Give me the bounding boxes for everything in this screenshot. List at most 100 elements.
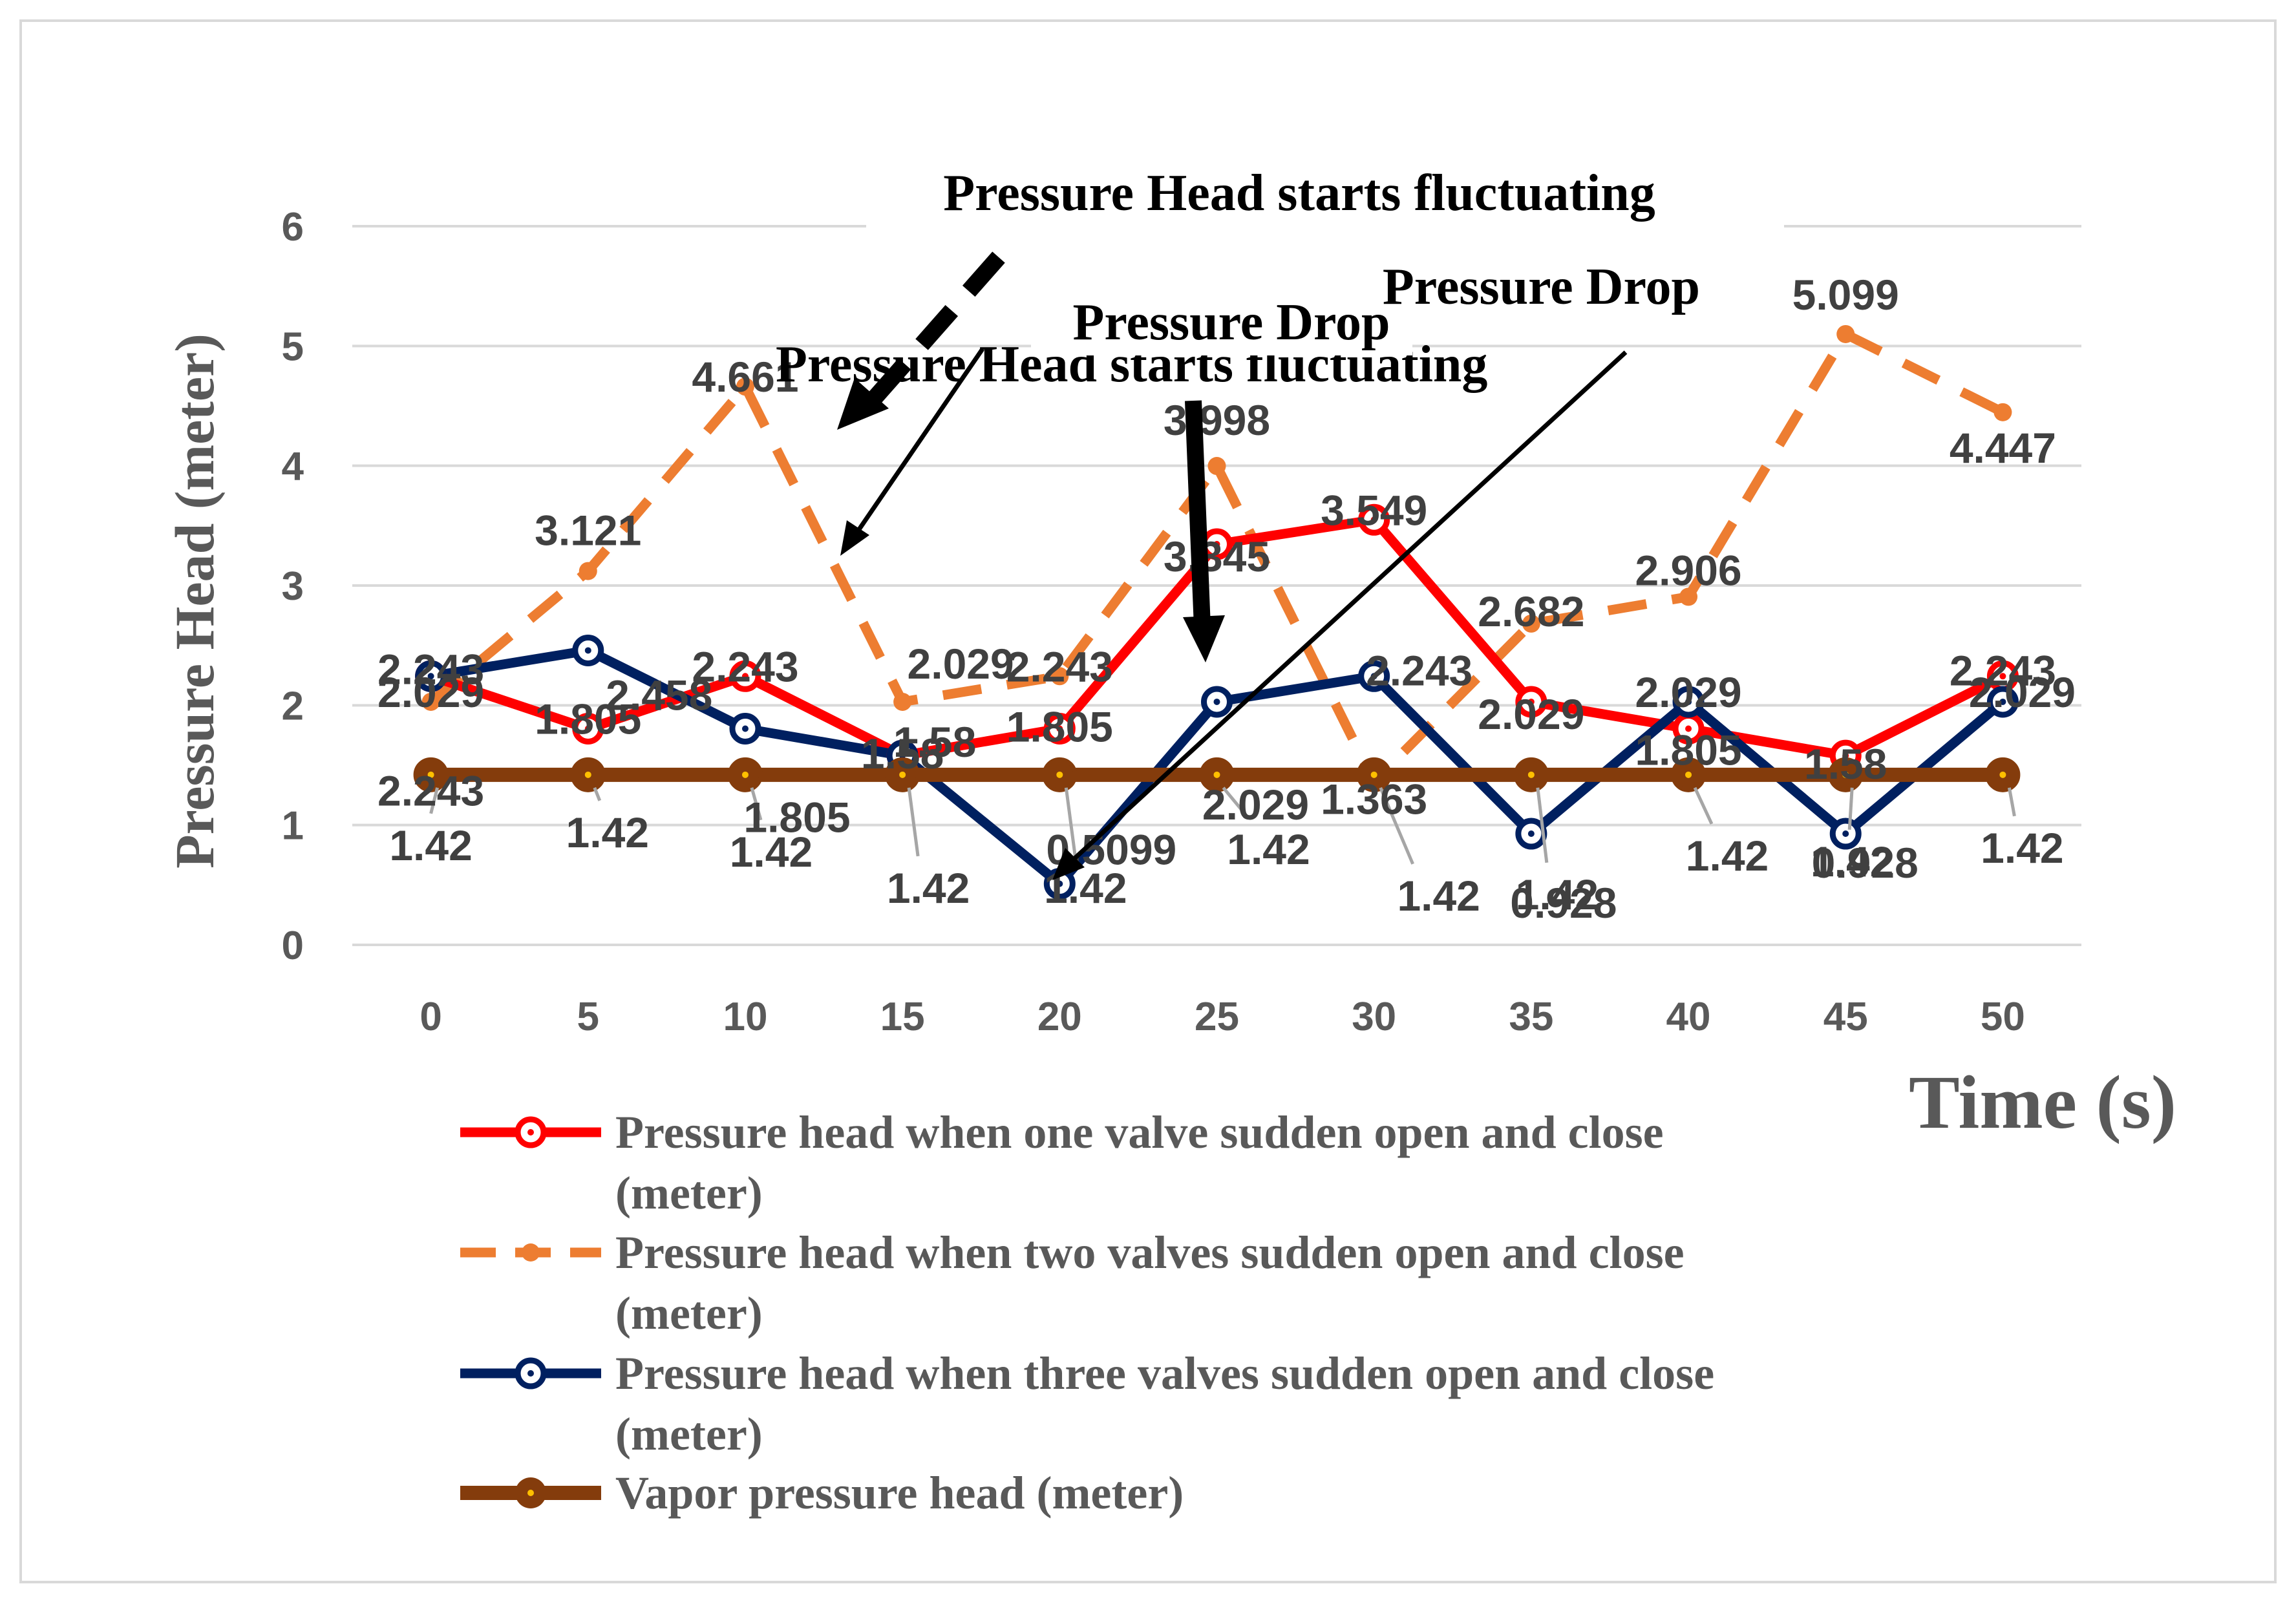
y-tick-label: 1 xyxy=(282,804,304,849)
legend-swatch-marker-center xyxy=(527,1490,534,1496)
data-label-series-2: 1.363 xyxy=(1321,775,1427,823)
data-label-series-4: 1.42 xyxy=(1981,824,2063,872)
arrow-long-drop-head xyxy=(1052,848,1085,880)
y-tick-label: 6 xyxy=(282,205,304,249)
series-3-point-center xyxy=(1999,698,2006,705)
data-label-series-3: 2.029 xyxy=(1202,781,1309,829)
series-3-point-center xyxy=(741,725,749,732)
series-2-point xyxy=(1207,457,1226,476)
data-label-series-1: 1.58 xyxy=(861,730,944,777)
annotation-box-top xyxy=(866,160,1784,231)
legend-label: Pressure head when three valves sudden o… xyxy=(615,1347,1714,1399)
series-1-point-center xyxy=(1999,673,2006,680)
arrow-dashed-head xyxy=(837,378,889,430)
chart-frame xyxy=(19,19,2277,1583)
x-tick-label: 50 xyxy=(1981,995,2025,1039)
vapor-point-center xyxy=(1056,771,1063,778)
vapor-label-leader xyxy=(593,787,602,801)
x-tick-label: 15 xyxy=(880,995,925,1039)
arrow-thick-drop xyxy=(1185,400,1211,628)
vapor-label-leader xyxy=(1693,787,1714,825)
data-label-series-3: 2.029 xyxy=(1969,668,2076,716)
leader-lines xyxy=(429,787,2016,865)
data-label-series-3: 1.805 xyxy=(743,793,850,841)
x-tick-labels: 0 5 10 15 20 25 30 35 40 45 50 xyxy=(420,995,2025,1039)
data-label-series-4: 1.42 xyxy=(1227,825,1310,873)
data-label-series-4: 1.42 xyxy=(1516,871,1599,918)
vapor-label-leader xyxy=(907,787,920,857)
data-label-series-1: 3.345 xyxy=(1164,533,1270,580)
data-label-series-3: 2.243 xyxy=(377,766,484,814)
legend-label-cont: (meter) xyxy=(615,1287,763,1339)
annotation-pressure-drop-right: Pressure Drop xyxy=(1383,259,1700,315)
legend-label-cont: (meter) xyxy=(615,1167,763,1219)
vapor-label-leader xyxy=(750,787,763,821)
legend-label-cont: (meter) xyxy=(615,1408,763,1460)
series-3-point-center xyxy=(1213,698,1220,705)
y-tick-label: 3 xyxy=(282,564,304,609)
legend-label: Pressure head when two valves sudden ope… xyxy=(615,1227,1685,1278)
data-label-series-4: 1.42 xyxy=(1811,838,1893,885)
data-label-series-3: 1.58 xyxy=(893,718,976,766)
x-tick-label: 20 xyxy=(1037,995,1082,1039)
y-tick-label: 2 xyxy=(282,684,304,728)
legend-item-4: Vapor pressure head (meter) xyxy=(460,1467,1184,1519)
series-1-point-center xyxy=(584,725,591,732)
vapor-label-leader xyxy=(1536,787,1549,863)
series-3-point-center xyxy=(899,752,906,759)
data-label-series-2: 2.906 xyxy=(1635,546,1741,594)
series-3-point-center xyxy=(1842,830,1849,838)
series-3-point-center xyxy=(584,647,591,654)
x-tick-label: 30 xyxy=(1352,995,1396,1039)
legend-swatch-marker-center xyxy=(527,1370,534,1377)
legend-label: Pressure head when one valve sudden open… xyxy=(615,1106,1664,1158)
x-tick-label: 40 xyxy=(1666,995,1711,1039)
series-1-point-center xyxy=(1213,541,1220,548)
vapor-label-leader xyxy=(1222,787,1249,819)
data-label-series-1: 2.243 xyxy=(377,645,484,693)
data-label-series-1: 1.805 xyxy=(1635,726,1741,774)
series-2-point xyxy=(1836,324,1855,343)
y-axis-title: Pressure Head (meter) xyxy=(164,333,226,869)
data-label-series-1: 2.029 xyxy=(1478,690,1584,738)
series-2-point xyxy=(1522,614,1540,633)
x-tick-label: 35 xyxy=(1509,995,1553,1039)
x-tick-label: 5 xyxy=(577,995,599,1039)
marker-layer xyxy=(413,324,2021,900)
series-3-point-center xyxy=(1056,880,1063,887)
y-tick-label: 5 xyxy=(282,324,304,369)
series-3-point-center xyxy=(427,673,434,680)
legend-item-2: Pressure head when two valves sudden ope… xyxy=(460,1227,1685,1339)
annotation-pressure-drop-top: Pressure Drop xyxy=(1072,294,1390,351)
data-label-series-1: 1.805 xyxy=(535,695,641,743)
vapor-point-center xyxy=(1999,771,2006,778)
data-label-series-1: 1.58 xyxy=(1804,740,1887,788)
data-labels: 2.2431.8052.2431.581.8053.3453.5492.0291… xyxy=(377,271,2076,927)
vapor-label-leader xyxy=(429,787,440,814)
vapor-point-center xyxy=(1685,771,1692,778)
series-2-point xyxy=(1050,667,1069,686)
vapor-point-center xyxy=(427,771,434,778)
data-label-series-3: 2.029 xyxy=(1635,668,1741,716)
data-label-series-2: 4.447 xyxy=(1950,424,2056,472)
series-2-point xyxy=(893,692,912,711)
y-tick-label: 0 xyxy=(282,924,304,968)
legend-label: Vapor pressure head (meter) xyxy=(615,1467,1184,1519)
x-tick-label: 25 xyxy=(1195,995,1239,1039)
x-axis-title: Time (s) xyxy=(1909,1060,2176,1145)
y-tick-labels: 0 1 2 3 4 5 6 xyxy=(282,205,304,968)
x-tick-label: 45 xyxy=(1823,995,1868,1039)
legend: Pressure head when one valve sudden open… xyxy=(460,1106,1714,1519)
data-label-series-2: 2.029 xyxy=(908,640,1014,688)
data-label-series-2: 2.029 xyxy=(377,668,484,716)
y-tick-label: 4 xyxy=(282,445,304,489)
series-2-point xyxy=(736,377,754,396)
series-3-point-center xyxy=(1370,673,1377,680)
series-1-point-center xyxy=(1056,725,1063,732)
data-label-series-1: 1.805 xyxy=(1006,703,1113,750)
annotation-box-drop xyxy=(1031,284,1412,355)
vapor-point-center xyxy=(1213,771,1220,778)
vapor-point-center xyxy=(584,771,591,778)
